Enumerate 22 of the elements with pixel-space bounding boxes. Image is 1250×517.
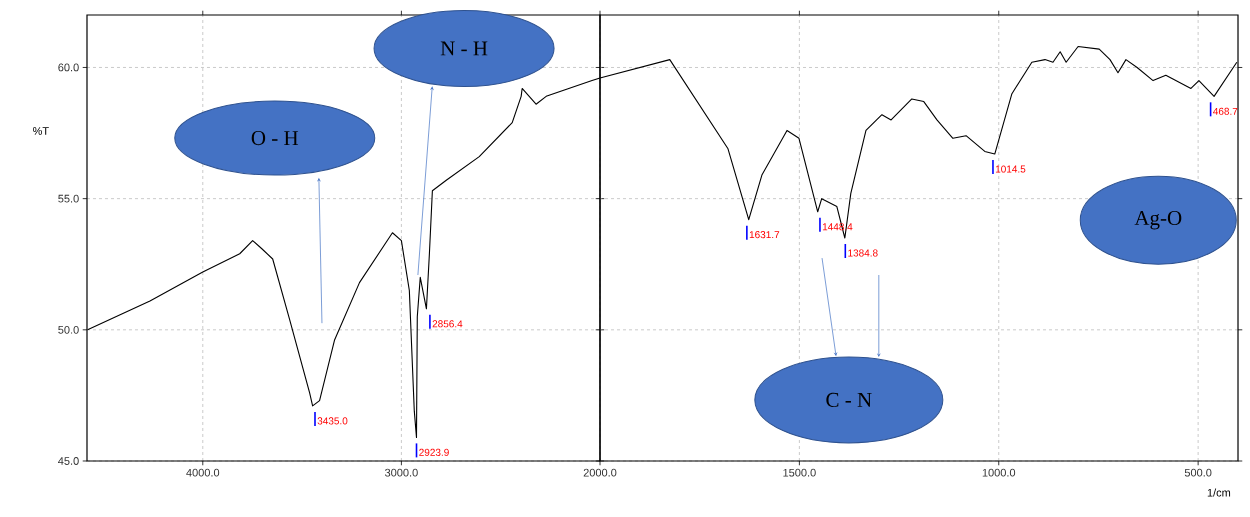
annotation: O - H <box>251 131 299 146</box>
y-tick-label: 60.0 <box>58 63 79 72</box>
x-tick-label: 4000.0 <box>186 468 220 477</box>
y-tick-label: 55.0 <box>58 194 79 203</box>
y-axis-title: %T <box>32 127 49 135</box>
x-tick-label: 500.0 <box>1184 468 1212 477</box>
annotation: Ag-O <box>1134 210 1182 230</box>
annotation: N - H <box>440 41 488 56</box>
x-axis-title: 1/cm <box>1207 488 1231 497</box>
x-tick-label: 1000.0 <box>982 468 1016 477</box>
annotation: 1384.8 <box>848 249 878 257</box>
x-tick-label: 2000.0 <box>583 468 617 477</box>
x-tick-label: 3000.0 <box>384 468 418 477</box>
annotation: C - N <box>826 392 872 407</box>
y-tick-label: 45.0 <box>58 457 79 465</box>
annotation: 3435.0 <box>317 417 348 425</box>
y-tick-label: 50.0 <box>58 325 79 334</box>
annotation: 2856.4 <box>432 320 463 328</box>
annotation: 1014.5 <box>995 165 1026 173</box>
annotation: 1631.7 <box>749 231 780 239</box>
annotation: 2923.9 <box>419 448 449 456</box>
x-tick-label: 1500.0 <box>783 468 816 477</box>
